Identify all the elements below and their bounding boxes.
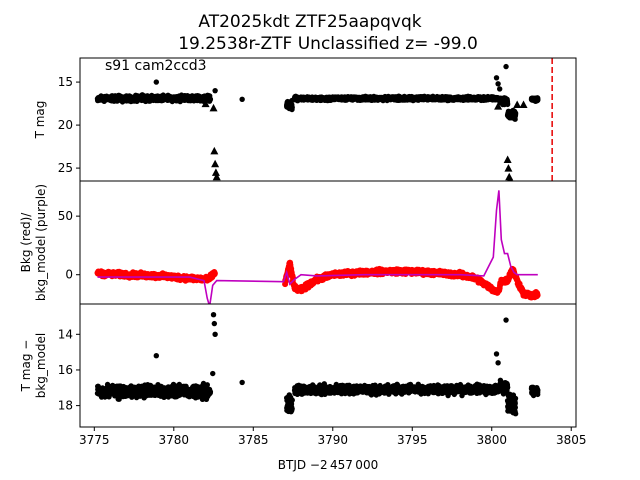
middle-y-tick-label: 0 (65, 268, 73, 282)
top-data-point (239, 96, 245, 102)
top-upper-limit-marker (211, 168, 220, 176)
top-data-point (512, 110, 519, 116)
top-upper-limit-marker (210, 146, 219, 155)
bottom-point-cluster-1 (284, 392, 295, 415)
top-upper-limit-marker (212, 172, 221, 181)
bkg-data-point (534, 292, 541, 299)
bottom-data-point (289, 397, 295, 403)
top-y-axis-label: T mag (33, 101, 47, 140)
middle-y-axis-label: Bkg (red)/bkg_model (purple) (19, 184, 48, 301)
top-data-point (504, 101, 511, 108)
bkg-model-purple-line (97, 190, 538, 304)
top-upper-limit-marker (506, 175, 514, 181)
top-data-point (496, 86, 503, 92)
top-data-point (495, 81, 501, 87)
top-upper-limit-marker (503, 155, 512, 163)
sector-camera-annotation: s91 cam2ccd3 (105, 58, 207, 74)
top-upper-limit-marker (201, 99, 210, 108)
top-upper-limit-marker (209, 103, 218, 112)
middle-plot-area (94, 190, 541, 304)
title-line-2: 19.2538r-ZTF Unclassified z= -99.0 (178, 34, 478, 54)
top-data-point (212, 87, 218, 94)
top-upper-limit-marker (513, 100, 522, 108)
bottom-plot-area (94, 311, 541, 417)
bottom-data-point (204, 382, 210, 388)
top-upper-limit-marker (285, 99, 294, 108)
panel-top: 15 20 25 T mag s91 cam2ccd3 (33, 57, 577, 182)
top-y-tick-label: 15 (58, 75, 73, 89)
bottom-point-cluster-2 (291, 381, 501, 399)
bottom-point-cluster-0 (94, 380, 214, 402)
top-point-cluster-0 (94, 92, 214, 105)
top-point-cluster-2 (291, 93, 501, 104)
top-y-tick-label: 25 (58, 161, 73, 175)
top-upper-limit-marker (519, 100, 528, 108)
top-y-tick-label: 20 (58, 118, 73, 132)
panel-middle: 0 50 Bkg (red)/bkg_model (purple) (19, 180, 577, 305)
top-data-point (493, 75, 500, 81)
top-data-point (153, 79, 160, 85)
top-point-cluster-4 (504, 107, 519, 122)
top-data-point (207, 96, 214, 103)
top-upper-limit-marker (494, 102, 503, 110)
bkg-data-point (211, 270, 218, 277)
top-upper-limit-marker (211, 159, 220, 168)
top-point-cluster-5 (528, 95, 541, 104)
top-upper-limit-marker (504, 164, 513, 172)
top-point-cluster-3 (497, 95, 511, 108)
middle-y-tick-label: 50 (58, 209, 73, 223)
bottom-data-point (289, 406, 295, 412)
top-plot-area (94, 58, 553, 181)
title-line-1: AT2025kdt ZTF25aapqvqk (198, 12, 421, 32)
top-data-point (535, 97, 541, 103)
top-data-point (503, 63, 509, 70)
bottom-data-point (207, 389, 214, 395)
